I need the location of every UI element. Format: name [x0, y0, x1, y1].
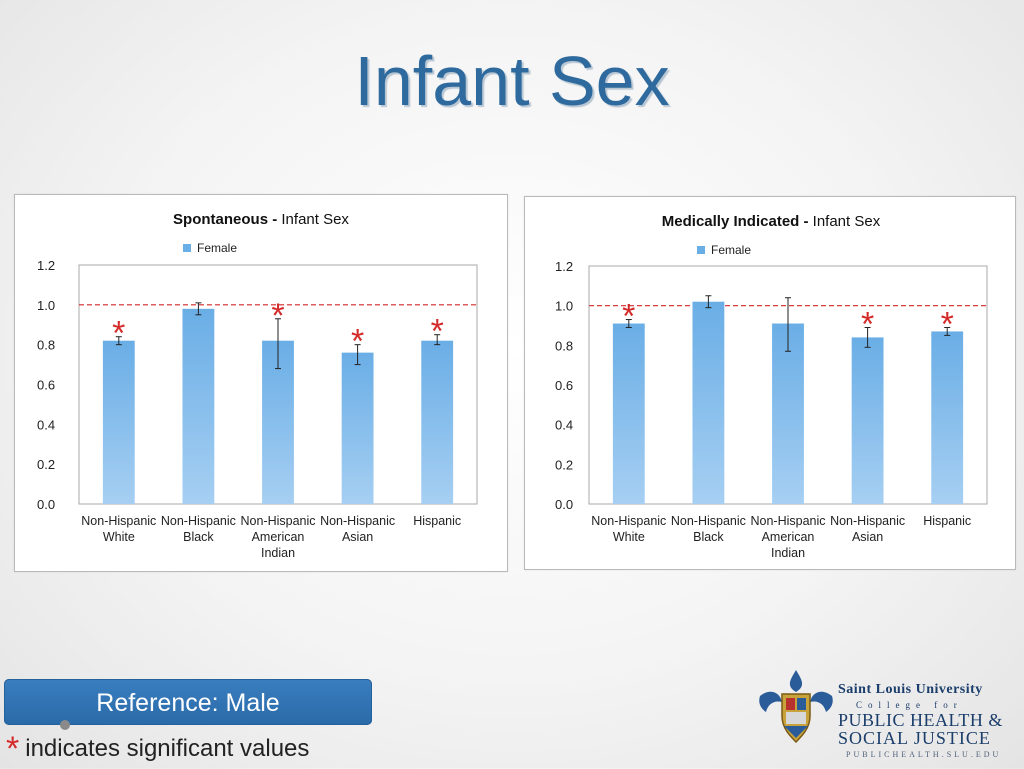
footnote-text: indicates significant values	[25, 735, 310, 762]
significance-star: *	[861, 305, 874, 343]
category-label: American	[252, 530, 305, 544]
logo-college-for: College for	[856, 700, 963, 710]
reference-banner: Reference: Male	[4, 679, 372, 725]
significance-star: *	[351, 323, 364, 361]
university-crest-icon	[759, 670, 833, 744]
significance-star: *	[112, 315, 125, 353]
reference-label: Reference: Male	[96, 689, 280, 717]
bar	[692, 301, 725, 504]
y-tick-label: 1.2	[555, 259, 573, 274]
category-label: Non-Hispanic	[830, 514, 905, 528]
bar	[421, 340, 454, 504]
y-tick-label: 1.0	[37, 298, 55, 313]
legend-label: Female	[197, 241, 237, 255]
chart-title: Spontaneous - Infant Sex	[173, 211, 349, 228]
chart-title-bold: Spontaneous -	[173, 211, 281, 228]
y-tick-label: 0.8	[37, 338, 55, 353]
bullet-dot	[60, 720, 70, 730]
significance-footnote: * indicates significant values	[6, 730, 309, 769]
category-label: White	[613, 530, 645, 544]
category-label: Non-Hispanic	[240, 514, 315, 528]
y-tick-label: 0.6	[555, 378, 573, 393]
chart-spontaneous-svg: Spontaneous - Infant Sex Female 0.0 0.2 0.4 0…	[37, 211, 478, 560]
y-tick-label: 1.0	[555, 299, 573, 314]
category-label: Indian	[261, 546, 295, 560]
y-tick-label: 0.6	[37, 378, 55, 393]
category-label: Asian	[342, 530, 373, 544]
bar	[851, 337, 884, 504]
chart-title: Medically Indicated - Infant Sex	[662, 213, 881, 230]
y-tick-label: 0.4	[37, 417, 55, 432]
category-label: American	[762, 530, 815, 544]
category-label: White	[103, 530, 135, 544]
chart-title-bold: Medically Indicated -	[662, 213, 813, 230]
legend-swatch	[697, 246, 705, 254]
logo-social-justice: SOCIAL JUSTICE	[838, 728, 991, 748]
chart-title-rest: Infant Sex	[281, 211, 349, 228]
category-label: Asian	[852, 530, 883, 544]
y-tick-label: 0.0	[555, 497, 573, 512]
logo-website: PUBLICHEALTH.SLU.EDU	[846, 750, 1002, 759]
bar	[341, 352, 374, 504]
y-tick-label: 0.4	[555, 418, 573, 433]
bar	[102, 340, 135, 504]
y-tick-label: 1.2	[37, 258, 55, 273]
chart-medically-indicated: Medically Indicated - Infant Sex Female 0.…	[524, 196, 1016, 570]
category-label: Hispanic	[923, 514, 971, 528]
significance-star: *	[431, 313, 444, 351]
significance-star: *	[271, 297, 284, 335]
category-label: Non-Hispanic	[320, 514, 395, 528]
bar	[612, 323, 645, 504]
significance-star: *	[941, 305, 954, 343]
significance-star-icon: *	[6, 730, 20, 768]
category-label: Black	[183, 530, 214, 544]
category-label: Hispanic	[413, 514, 461, 528]
category-label: Non-Hispanic	[671, 514, 746, 528]
bar	[182, 308, 215, 504]
legend-swatch	[183, 244, 191, 252]
logo-university-name: Saint Louis University	[838, 682, 983, 697]
chart-medically-indicated-svg: Medically Indicated - Infant Sex Female 0.…	[555, 213, 988, 560]
category-label: Non-Hispanic	[750, 514, 825, 528]
university-logo: Saint Louis University College for PUBLI…	[756, 664, 1022, 766]
slide-title: Infant Sex	[354, 42, 670, 120]
chart-spontaneous: Spontaneous - Infant Sex Female 0.0 0.2 0.4 0…	[14, 194, 508, 572]
category-label: Indian	[771, 546, 805, 560]
category-label: Non-Hispanic	[591, 514, 666, 528]
logo-public-health: PUBLIC HEALTH &	[838, 710, 1003, 730]
y-tick-label: 0.8	[555, 338, 573, 353]
y-tick-label: 0.2	[37, 457, 55, 472]
category-label: Black	[693, 530, 724, 544]
y-tick-label: 0.2	[555, 457, 573, 472]
category-label: Non-Hispanic	[161, 514, 236, 528]
chart-title-rest: Infant Sex	[813, 213, 881, 230]
bar	[931, 331, 964, 504]
bar	[772, 323, 804, 504]
significance-star: *	[622, 298, 635, 336]
category-label: Non-Hispanic	[81, 514, 156, 528]
legend-label: Female	[711, 243, 751, 257]
y-tick-label: 0.0	[37, 497, 55, 512]
